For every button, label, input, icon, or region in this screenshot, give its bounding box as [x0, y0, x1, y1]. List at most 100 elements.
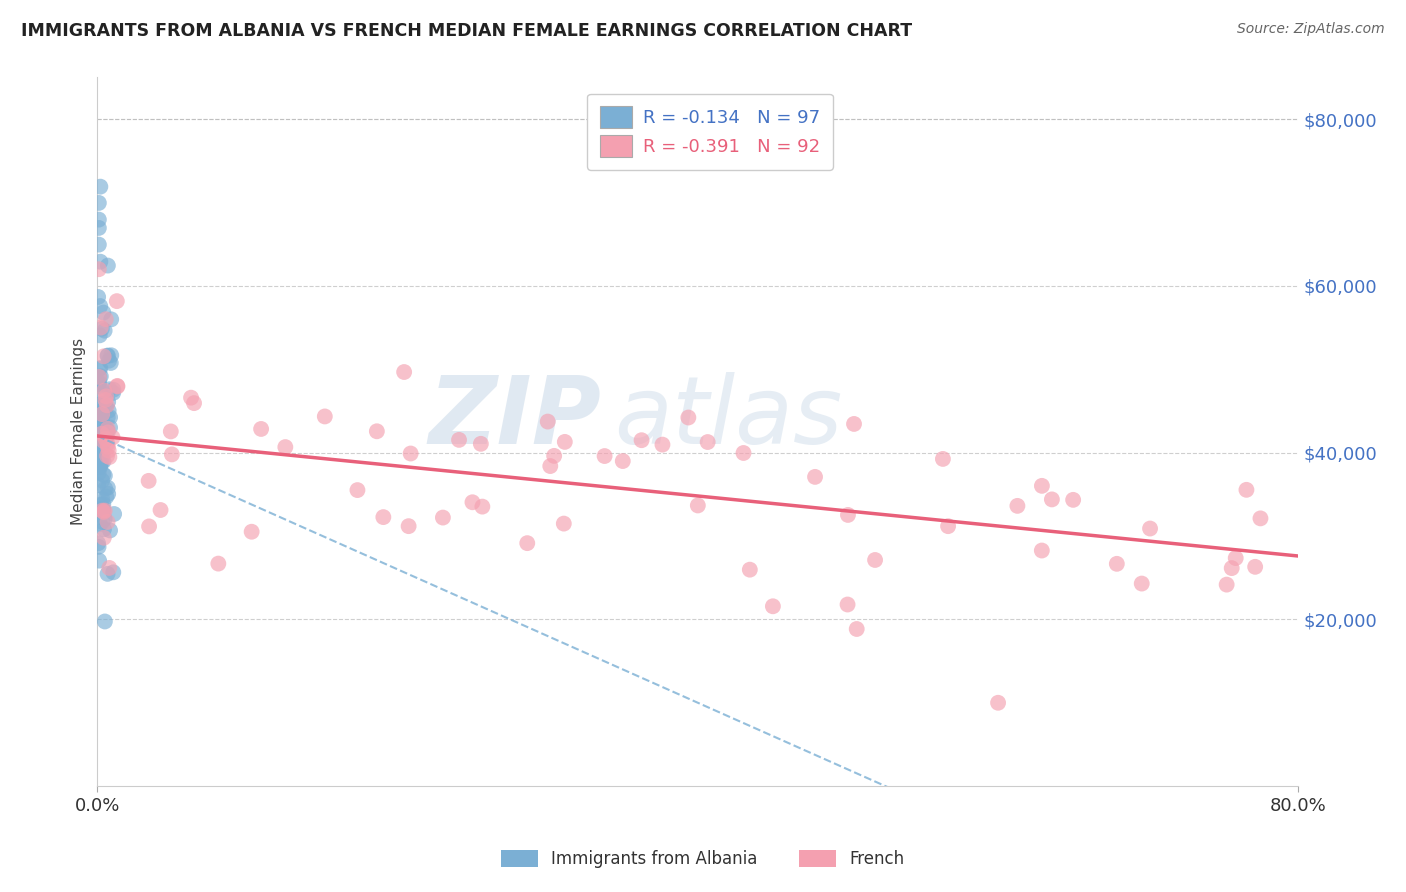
Point: [97, 425, 120, 440]
Point: [1244, 559, 1267, 574]
Point: [1130, 576, 1153, 591]
Point: [96, 423, 118, 437]
Point: [160, 447, 183, 461]
Point: [94, 468, 117, 483]
Point: [1215, 577, 1237, 591]
Point: [93, 305, 115, 319]
Point: [159, 425, 181, 439]
Point: [87, 212, 110, 227]
Text: Source: ZipAtlas.com: Source: ZipAtlas.com: [1237, 22, 1385, 37]
Point: [87, 221, 110, 235]
Point: [94, 482, 117, 496]
Point: [837, 508, 859, 522]
Point: [87, 290, 110, 304]
Point: [842, 417, 865, 431]
Point: [90, 320, 112, 334]
Point: [90, 369, 112, 384]
Point: [87, 458, 110, 472]
Text: IMMIGRANTS FROM ALBANIA VS FRENCH MEDIAN FEMALE EARNINGS CORRELATION CHART: IMMIGRANTS FROM ALBANIA VS FRENCH MEDIAN…: [21, 22, 912, 40]
Point: [1040, 492, 1063, 507]
Point: [470, 437, 492, 451]
Point: [103, 383, 125, 397]
Point: [94, 312, 117, 326]
Point: [96, 436, 118, 450]
Point: [89, 432, 111, 446]
Point: [97, 440, 120, 454]
Point: [97, 410, 120, 425]
Point: [837, 598, 859, 612]
Point: [90, 424, 112, 438]
Point: [103, 566, 125, 580]
Point: [91, 407, 114, 421]
Point: [90, 455, 112, 469]
Point: [686, 499, 709, 513]
Point: [98, 410, 121, 425]
Point: [90, 397, 112, 411]
Point: [100, 356, 122, 370]
Point: [274, 440, 297, 454]
Point: [105, 294, 128, 309]
Point: [100, 348, 122, 362]
Point: [89, 404, 111, 418]
Point: [96, 429, 118, 443]
Point: [97, 403, 120, 417]
Point: [94, 400, 117, 414]
Point: [91, 515, 114, 529]
Point: [93, 503, 115, 517]
Point: [89, 460, 111, 475]
Point: [94, 432, 117, 446]
Point: [554, 434, 576, 449]
Point: [87, 237, 110, 252]
Point: [90, 434, 112, 449]
Point: [936, 519, 959, 533]
Point: [98, 524, 121, 538]
Point: [87, 478, 110, 492]
Point: [1225, 551, 1247, 566]
Point: [94, 615, 117, 629]
Point: [90, 322, 112, 336]
Point: [87, 410, 110, 425]
Point: [89, 516, 111, 531]
Point: [89, 254, 111, 268]
Point: [89, 370, 111, 384]
Point: [90, 442, 112, 457]
Point: [90, 419, 112, 434]
Point: [543, 449, 565, 463]
Point: [87, 408, 110, 422]
Point: [87, 466, 110, 480]
Point: [630, 434, 652, 448]
Point: [87, 418, 110, 433]
Point: [392, 365, 415, 379]
Point: [91, 449, 114, 463]
Point: [98, 450, 121, 464]
Point: [138, 519, 160, 533]
Point: [101, 430, 124, 444]
Y-axis label: Median Female Earnings: Median Female Earnings: [72, 338, 86, 525]
Point: [94, 392, 117, 407]
Point: [432, 510, 454, 524]
Point: [97, 394, 120, 409]
Point: [90, 417, 112, 432]
Point: [863, 553, 886, 567]
Point: [207, 557, 229, 571]
Point: [183, 396, 205, 410]
Point: [89, 448, 111, 462]
Point: [91, 474, 114, 488]
Point: [804, 470, 827, 484]
Legend: Immigrants from Albania, French: Immigrants from Albania, French: [495, 843, 911, 875]
Point: [87, 195, 110, 210]
Point: [97, 422, 120, 436]
Point: [1062, 492, 1084, 507]
Point: [96, 490, 118, 504]
Point: [93, 454, 115, 468]
Point: [553, 516, 575, 531]
Point: [346, 483, 368, 497]
Point: [538, 458, 561, 473]
Point: [180, 391, 202, 405]
Point: [90, 387, 112, 401]
Point: [932, 451, 955, 466]
Point: [98, 420, 121, 434]
Point: [987, 696, 1010, 710]
Point: [738, 563, 761, 577]
Point: [93, 324, 115, 338]
